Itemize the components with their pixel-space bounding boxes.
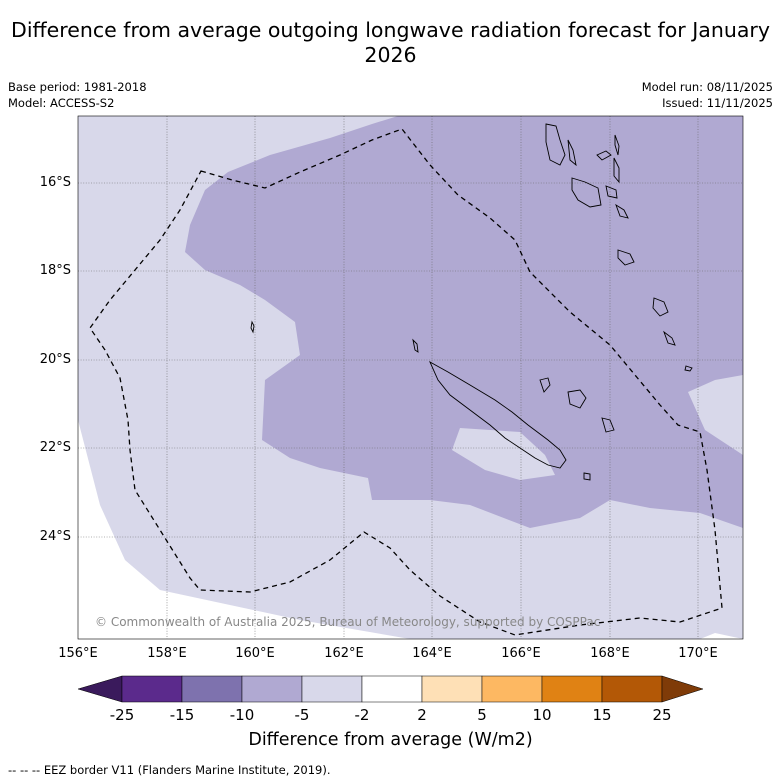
header-right: Model run: 08/11/2025 Issued: 11/11/2025 <box>642 79 773 111</box>
anomaly-pocket <box>452 428 555 480</box>
new-caledonia-coast <box>429 360 567 469</box>
lon-label-164e: 164°E <box>412 646 452 661</box>
colorbar-swatch-9 <box>601 675 663 703</box>
lon-label-156e: 156°E <box>58 646 98 661</box>
colorbar-label: -25 <box>109 706 135 724</box>
copyright-notice: © Commonwealth of Australia 2025, Bureau… <box>95 615 600 629</box>
colorbar-swatch-8 <box>541 675 603 703</box>
eez-legend: -- -- -- EEZ border V11 (Flanders Marine… <box>8 763 331 777</box>
colorbar-min-extension <box>77 675 123 703</box>
colorbar-max-extension <box>661 675 704 703</box>
isle-small <box>412 338 419 353</box>
colorbar-swatch-3 <box>241 675 303 703</box>
lon-label-160e: 160°E <box>235 646 275 661</box>
colorbar-label: -2 <box>354 706 370 724</box>
colorbar-swatch-5 <box>361 675 423 703</box>
model-name: Model: ACCESS-S2 <box>8 96 115 110</box>
colorbar-label: -15 <box>169 706 195 724</box>
eez-border <box>89 128 723 636</box>
model-run: Model run: 08/11/2025 <box>641 80 773 94</box>
colorbar <box>77 675 704 703</box>
lat-label-20s: 20°S <box>39 352 71 367</box>
map-panel <box>78 116 743 639</box>
anomaly-mid-region <box>185 116 743 528</box>
lat-label-16s: 16°S <box>39 175 71 190</box>
map-title: Difference from average outgoing longwav… <box>11 18 770 67</box>
lon-label-166e: 166°E <box>501 646 541 661</box>
lat-label-24s: 24°S <box>39 529 71 544</box>
colorbar-swatch-6 <box>421 675 483 703</box>
colorbar-label: -5 <box>294 706 310 724</box>
small-islet-west <box>250 320 255 334</box>
lon-label-162e: 162°E <box>324 646 364 661</box>
vanuatu-islands <box>545 123 693 372</box>
colorbar-label: 10 <box>532 706 552 724</box>
colorbar-swatch-7 <box>481 675 543 703</box>
issued-date: Issued: 11/11/2025 <box>662 96 773 110</box>
header-left: Base period: 1981-2018 Model: ACCESS-S2 <box>8 79 147 111</box>
colorbar-label: 25 <box>652 706 672 724</box>
colorbar-swatch-4 <box>301 675 363 703</box>
base-period: Base period: 1981-2018 <box>8 80 147 94</box>
map-frame <box>77 115 744 640</box>
lat-label-22s: 22°S <box>39 440 71 455</box>
graticule <box>78 116 743 639</box>
loyalty-islands <box>539 377 615 481</box>
colorbar-swatch-1 <box>121 675 183 703</box>
colorbar-label: 2 <box>417 706 427 724</box>
lon-label-168e: 168°E <box>590 646 630 661</box>
colorbar-swatch-2 <box>181 675 243 703</box>
lat-label-18s: 18°S <box>39 263 71 278</box>
colorbar-title: Difference from average (W/m2) <box>248 730 533 750</box>
colorbar-label: 15 <box>592 706 612 724</box>
lon-label-170e: 170°E <box>678 646 718 661</box>
colorbar-label: -10 <box>229 706 255 724</box>
colorbar-label: 5 <box>477 706 487 724</box>
lon-label-158e: 158°E <box>147 646 187 661</box>
